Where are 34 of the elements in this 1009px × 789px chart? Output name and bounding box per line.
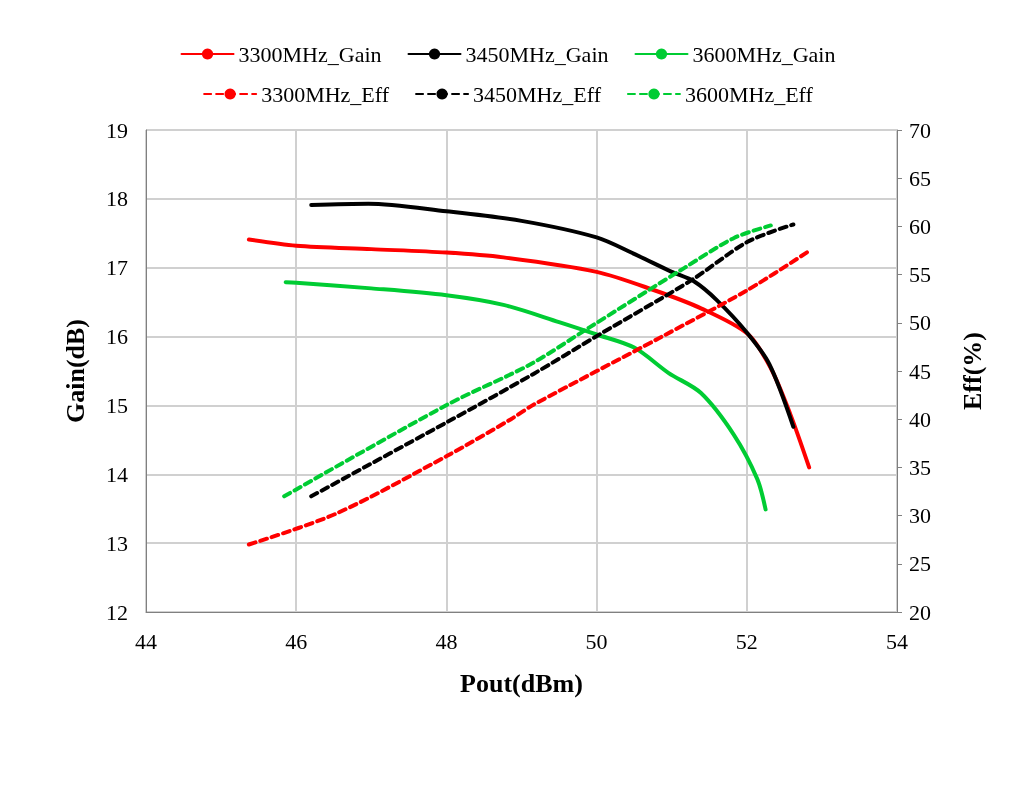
y2-tick-label: 70 bbox=[909, 117, 931, 143]
x-tick-label: 48 bbox=[435, 628, 458, 654]
legend-label: 3600MHz_Gain bbox=[692, 41, 836, 67]
y-tick-label: 18 bbox=[106, 186, 128, 212]
x-tick-label: 50 bbox=[585, 628, 608, 654]
y2-tick-label: 20 bbox=[909, 599, 931, 625]
y-tick-label: 15 bbox=[106, 392, 128, 418]
y-tick-label: 16 bbox=[106, 324, 128, 350]
y2-axis-title: Eff(%) bbox=[957, 332, 987, 410]
legend-label: 3600MHz_Eff bbox=[684, 81, 814, 107]
y-axis-title: Gain(dB) bbox=[60, 318, 90, 424]
legend-label: 3300MHz_Gain bbox=[238, 41, 382, 67]
legend-label: 3450MHz_Eff bbox=[473, 81, 602, 107]
legend-label: 3300MHz_Eff bbox=[261, 81, 390, 107]
x-tick-label: 54 bbox=[886, 628, 908, 654]
y2-tick-label: 60 bbox=[909, 213, 931, 239]
y2-tick-label: 40 bbox=[909, 406, 931, 432]
y2-tick-label: 30 bbox=[909, 503, 931, 529]
y2-tick-label: 55 bbox=[909, 262, 931, 288]
y-tick-label: 13 bbox=[106, 530, 128, 556]
y2-tick-label: 50 bbox=[909, 310, 931, 336]
y2-tick-label: 25 bbox=[909, 551, 931, 577]
y-tick-label: 12 bbox=[106, 599, 128, 625]
y2-tick-label: 65 bbox=[909, 165, 931, 191]
x-tick-label: 52 bbox=[735, 628, 758, 654]
y-tick-label: 19 bbox=[106, 117, 128, 143]
x-tick-label: 44 bbox=[135, 628, 157, 654]
y-tick-label: 17 bbox=[106, 255, 128, 281]
x-axis-title: Pout(dBm) bbox=[460, 668, 583, 698]
legend-label: 3450MHz_Gain bbox=[465, 41, 609, 67]
y-tick-label: 14 bbox=[106, 461, 128, 487]
y2-tick-label: 45 bbox=[909, 358, 931, 384]
x-tick-label: 46 bbox=[285, 628, 308, 654]
y2-tick-label: 35 bbox=[909, 454, 931, 480]
